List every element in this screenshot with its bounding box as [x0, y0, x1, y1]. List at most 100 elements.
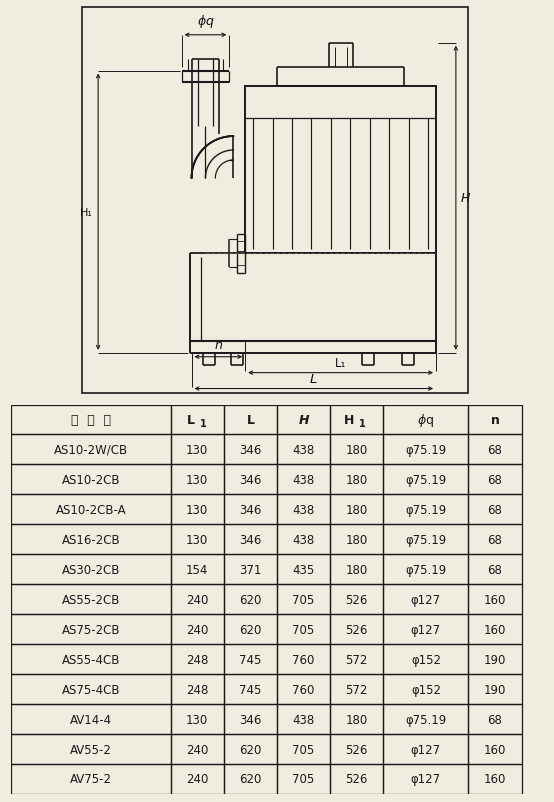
Text: $\phi$q: $\phi$q	[417, 411, 434, 428]
Text: 346: 346	[239, 533, 261, 546]
Text: 705: 705	[293, 743, 315, 755]
Bar	[469, 405, 522, 435]
Text: AS16-2CB: AS16-2CB	[61, 533, 120, 546]
Text: 705: 705	[293, 772, 315, 785]
Text: H: H	[343, 414, 354, 427]
Bar	[171, 405, 224, 435]
Text: 346: 346	[239, 473, 261, 486]
Text: AS10-2W/CB: AS10-2W/CB	[54, 444, 128, 456]
Text: AS30-2CB: AS30-2CB	[61, 563, 120, 576]
Text: 248: 248	[186, 683, 208, 696]
Bar	[171, 764, 224, 794]
Bar	[383, 734, 469, 764]
Bar	[277, 465, 330, 495]
Bar	[224, 555, 277, 585]
Text: 180: 180	[346, 444, 368, 456]
Text: 346: 346	[239, 713, 261, 726]
Bar	[330, 614, 383, 644]
Text: 130: 130	[186, 473, 208, 486]
Bar	[330, 764, 383, 794]
Text: φ75.19: φ75.19	[406, 533, 447, 546]
Text: φ75.19: φ75.19	[406, 713, 447, 726]
Text: φ75.19: φ75.19	[406, 563, 447, 576]
Text: 180: 180	[346, 533, 368, 546]
Text: φ152: φ152	[411, 653, 441, 666]
Text: 526: 526	[346, 593, 368, 606]
Text: 130: 130	[186, 713, 208, 726]
Bar	[277, 405, 330, 435]
Bar	[11, 585, 171, 614]
Bar	[171, 465, 224, 495]
Bar	[171, 614, 224, 644]
Text: H₁: H₁	[80, 208, 93, 217]
Text: 620: 620	[239, 593, 261, 606]
Text: 泵  型  号: 泵 型 号	[71, 414, 111, 427]
Bar	[277, 764, 330, 794]
Text: 346: 346	[239, 444, 261, 456]
Text: AV55-2: AV55-2	[70, 743, 112, 755]
Text: 620: 620	[239, 772, 261, 785]
Bar	[469, 614, 522, 644]
Text: 346: 346	[239, 503, 261, 516]
Bar	[383, 465, 469, 495]
Text: 240: 240	[186, 593, 208, 606]
Bar	[224, 405, 277, 435]
Text: 240: 240	[186, 623, 208, 636]
Bar	[469, 465, 522, 495]
Text: 240: 240	[186, 772, 208, 785]
Bar	[224, 704, 277, 734]
Text: φ127: φ127	[411, 593, 441, 606]
Text: 180: 180	[346, 473, 368, 486]
Bar	[469, 435, 522, 465]
Bar	[330, 405, 383, 435]
Bar	[383, 704, 469, 734]
Text: 1: 1	[360, 419, 366, 429]
Bar	[330, 465, 383, 495]
Text: 160: 160	[484, 743, 506, 755]
Text: 180: 180	[346, 713, 368, 726]
Bar	[469, 764, 522, 794]
Bar	[277, 734, 330, 764]
Text: 130: 130	[186, 503, 208, 516]
Bar	[224, 764, 277, 794]
Text: 1: 1	[200, 419, 207, 429]
Text: 620: 620	[239, 623, 261, 636]
Text: 438: 438	[293, 503, 315, 516]
Text: AV75-2: AV75-2	[70, 772, 112, 785]
Text: 190: 190	[484, 683, 506, 696]
Bar	[171, 495, 224, 525]
Text: φ75.19: φ75.19	[406, 503, 447, 516]
Bar	[469, 704, 522, 734]
Text: AS75-2CB: AS75-2CB	[61, 623, 120, 636]
Text: 745: 745	[239, 683, 261, 696]
Text: 745: 745	[239, 653, 261, 666]
Text: H: H	[299, 414, 309, 427]
Text: 438: 438	[293, 444, 315, 456]
Text: 68: 68	[488, 473, 502, 486]
Text: AS55-4CB: AS55-4CB	[61, 653, 120, 666]
Text: L: L	[187, 414, 194, 427]
Text: φ127: φ127	[411, 743, 441, 755]
Text: AS10-2CB: AS10-2CB	[61, 473, 120, 486]
Text: 572: 572	[346, 653, 368, 666]
Bar	[330, 734, 383, 764]
Text: 526: 526	[346, 743, 368, 755]
Text: 438: 438	[293, 473, 315, 486]
Text: AV14-4: AV14-4	[70, 713, 112, 726]
Text: 68: 68	[488, 444, 502, 456]
Bar	[277, 585, 330, 614]
Text: 526: 526	[346, 623, 368, 636]
Bar	[383, 555, 469, 585]
Bar	[11, 525, 171, 555]
Text: φ75.19: φ75.19	[406, 473, 447, 486]
Bar	[171, 704, 224, 734]
Bar	[383, 644, 469, 674]
Text: L: L	[310, 373, 317, 386]
Bar	[171, 734, 224, 764]
Text: 160: 160	[484, 593, 506, 606]
Text: L: L	[247, 414, 254, 427]
Text: 371: 371	[239, 563, 261, 576]
Text: 435: 435	[293, 563, 315, 576]
Bar	[224, 465, 277, 495]
Text: 68: 68	[488, 563, 502, 576]
